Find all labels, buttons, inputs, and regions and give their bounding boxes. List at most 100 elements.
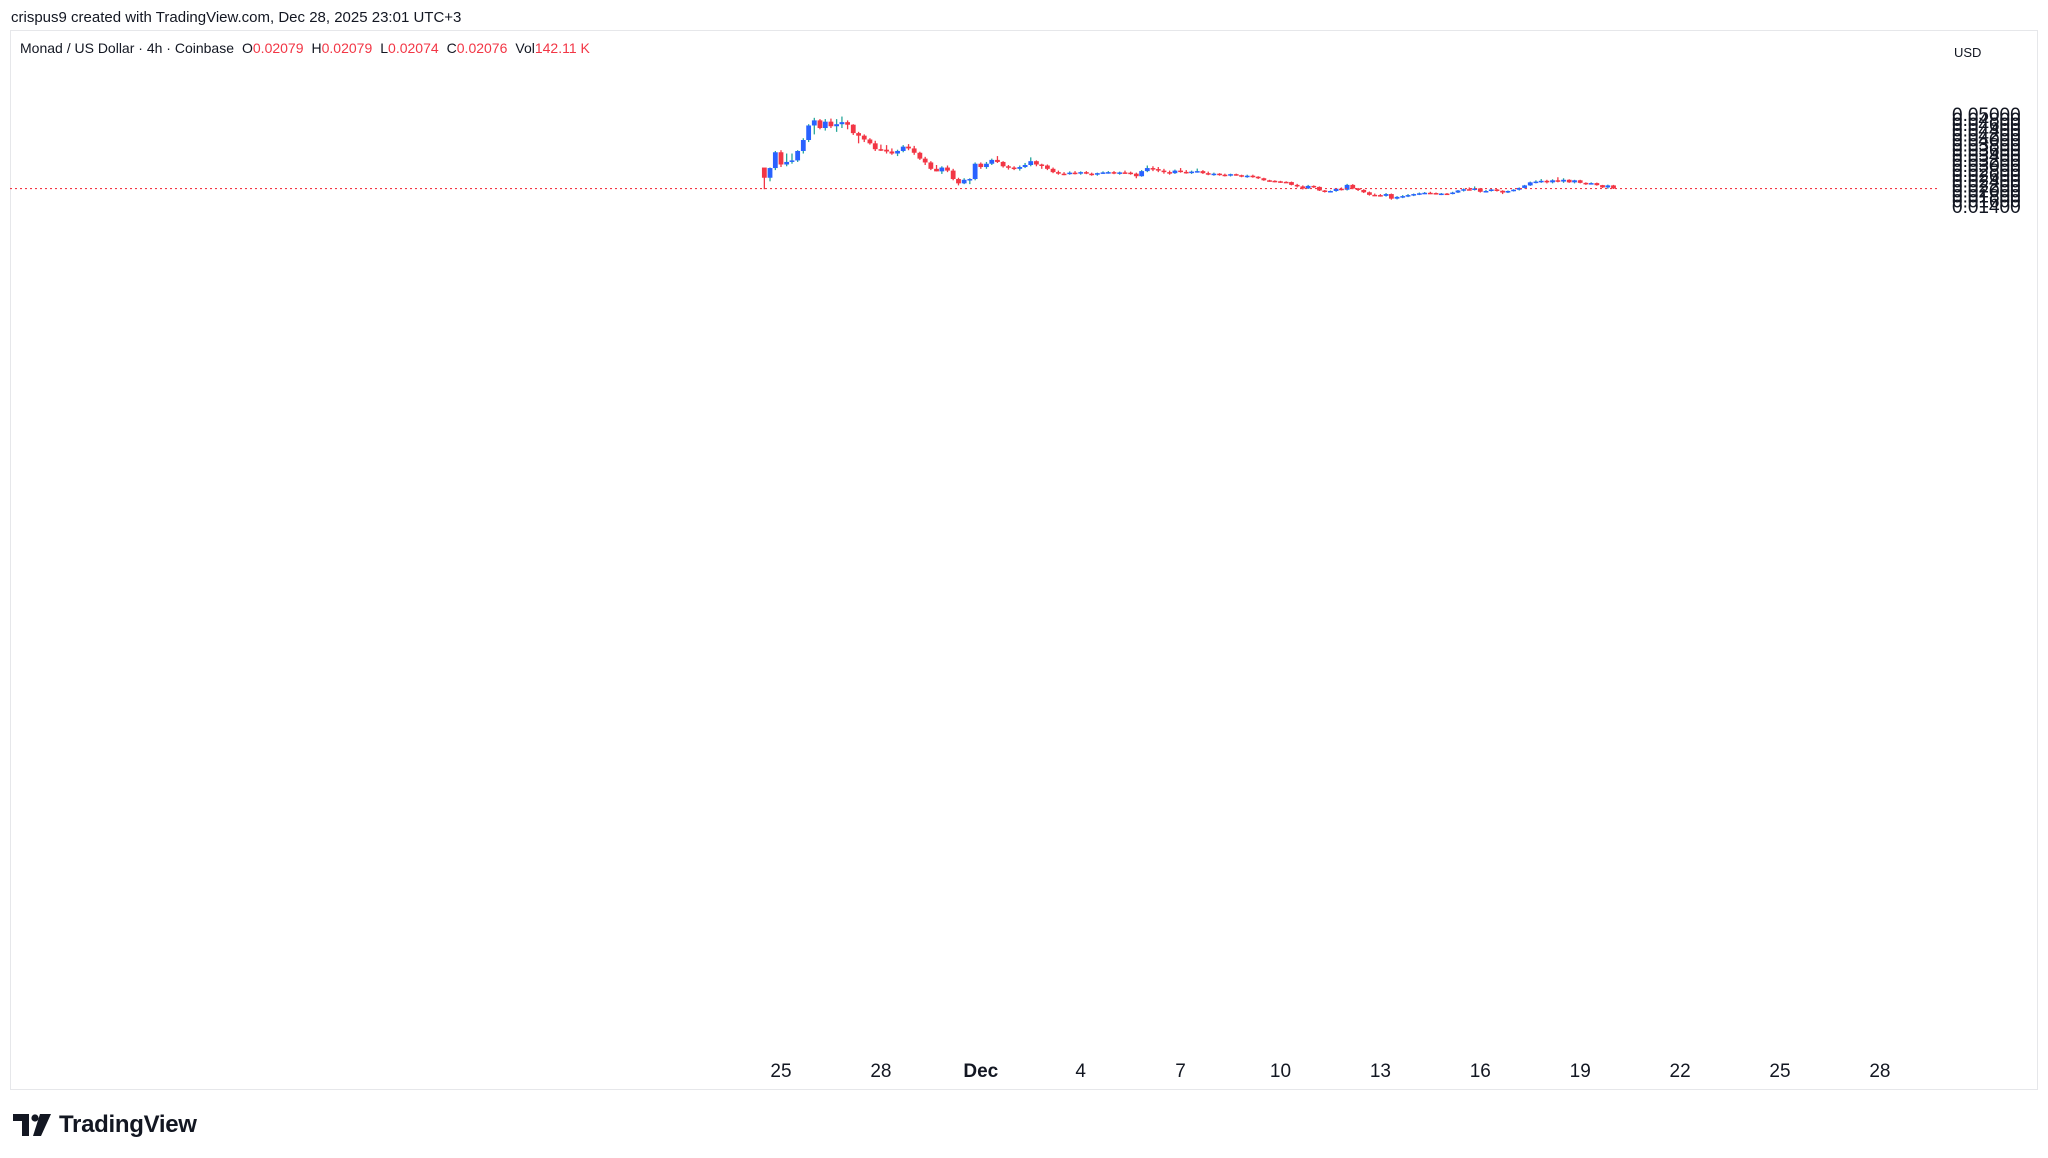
candle-down[interactable] bbox=[917, 152, 923, 159]
candle-up[interactable] bbox=[1094, 173, 1100, 175]
candle-down[interactable] bbox=[1372, 194, 1378, 197]
candle-down[interactable] bbox=[1294, 184, 1300, 187]
candle-down[interactable] bbox=[1011, 167, 1017, 170]
candle-up[interactable] bbox=[967, 179, 973, 181]
candle-up[interactable] bbox=[1333, 188, 1339, 192]
candle-up[interactable] bbox=[900, 146, 906, 151]
candle-up[interactable] bbox=[1139, 171, 1145, 177]
candle-down[interactable] bbox=[1367, 192, 1372, 195]
candle-down[interactable] bbox=[956, 179, 961, 184]
candle-up[interactable] bbox=[1422, 192, 1428, 195]
candle-up[interactable] bbox=[1450, 192, 1456, 195]
candle-down[interactable] bbox=[1122, 172, 1128, 174]
candle-down[interactable] bbox=[867, 139, 873, 144]
candle-down[interactable] bbox=[1155, 169, 1161, 171]
candle-down[interactable] bbox=[761, 167, 767, 178]
candle-up[interactable] bbox=[1189, 171, 1194, 174]
candle-up[interactable] bbox=[1505, 191, 1511, 193]
candle-down[interactable] bbox=[934, 168, 939, 172]
candle-down[interactable] bbox=[1200, 171, 1206, 174]
candle-up[interactable] bbox=[1511, 189, 1516, 192]
candle-up[interactable] bbox=[1194, 171, 1200, 173]
candle-up[interactable] bbox=[1516, 187, 1522, 190]
candle-up[interactable] bbox=[1244, 175, 1250, 178]
candle-up[interactable] bbox=[1533, 181, 1539, 184]
candle-up[interactable] bbox=[822, 121, 828, 129]
candle-down[interactable] bbox=[1594, 183, 1600, 186]
candle-up[interactable] bbox=[989, 159, 995, 164]
candle-down[interactable] bbox=[1034, 161, 1039, 165]
candle-down[interactable] bbox=[1261, 178, 1267, 181]
candle-up[interactable] bbox=[834, 124, 840, 127]
candle-up[interactable] bbox=[1228, 174, 1233, 176]
candle-down[interactable] bbox=[778, 152, 784, 165]
candle-up[interactable] bbox=[961, 179, 967, 184]
candle-up[interactable] bbox=[1527, 182, 1533, 186]
candle-up[interactable] bbox=[811, 120, 817, 126]
candle-down[interactable] bbox=[1061, 173, 1067, 176]
candle-up[interactable] bbox=[806, 125, 812, 141]
candle-up[interactable] bbox=[839, 122, 845, 125]
candle-down[interactable] bbox=[1072, 172, 1078, 175]
candle-up[interactable] bbox=[1416, 193, 1422, 195]
candle-down[interactable] bbox=[1050, 168, 1056, 173]
candle-down[interactable] bbox=[1289, 182, 1294, 185]
candle-up[interactable] bbox=[1488, 189, 1494, 192]
candle-up[interactable] bbox=[1455, 190, 1461, 193]
candle-down[interactable] bbox=[1239, 175, 1244, 177]
candle-up[interactable] bbox=[984, 163, 989, 168]
candle-down[interactable] bbox=[1000, 161, 1006, 167]
candle-down[interactable] bbox=[845, 122, 850, 125]
candle-down[interactable] bbox=[872, 143, 878, 150]
candle-up[interactable] bbox=[1328, 191, 1333, 193]
candle-down[interactable] bbox=[1045, 165, 1050, 169]
candle-down[interactable] bbox=[850, 124, 856, 134]
candle-up[interactable] bbox=[1461, 189, 1467, 191]
candle-down[interactable] bbox=[950, 170, 956, 180]
candle-down[interactable] bbox=[1361, 189, 1367, 193]
candle-up[interactable] bbox=[1400, 196, 1406, 198]
candle-down[interactable] bbox=[1217, 173, 1222, 176]
candle-up[interactable] bbox=[1538, 180, 1544, 183]
candle-up[interactable] bbox=[1105, 172, 1111, 174]
candle-up[interactable] bbox=[1411, 194, 1417, 196]
candle-down[interactable] bbox=[1350, 184, 1356, 189]
candle-up[interactable] bbox=[1522, 185, 1527, 188]
candle-down[interactable] bbox=[1006, 166, 1011, 168]
candle-up[interactable] bbox=[795, 150, 801, 161]
symbol-label[interactable]: Monad / US Dollar · 4h · Coinbase bbox=[20, 40, 234, 56]
currency-selector[interactable]: USD bbox=[1954, 45, 1982, 60]
candle-down[interactable] bbox=[1555, 180, 1561, 182]
candle-down[interactable] bbox=[828, 121, 834, 127]
candle-up[interactable] bbox=[1028, 161, 1034, 165]
candle-down[interactable] bbox=[1133, 173, 1139, 177]
candle-up[interactable] bbox=[1172, 170, 1178, 174]
candle-up[interactable] bbox=[1078, 172, 1084, 174]
candle-up[interactable] bbox=[1438, 193, 1444, 196]
candle-down[interactable] bbox=[995, 159, 1000, 162]
candle-up[interactable] bbox=[1022, 165, 1028, 168]
candle-up[interactable] bbox=[800, 140, 806, 151]
candle-down[interactable] bbox=[1355, 188, 1361, 190]
candle-up[interactable] bbox=[1572, 180, 1577, 183]
candle-down[interactable] bbox=[1111, 172, 1117, 174]
candle-up[interactable] bbox=[972, 163, 978, 180]
candle-up[interactable] bbox=[1144, 168, 1150, 172]
candle-up[interactable] bbox=[1483, 191, 1489, 193]
candle-up[interactable] bbox=[1117, 172, 1123, 174]
candle-down[interactable] bbox=[1611, 185, 1616, 189]
candle-down[interactable] bbox=[1255, 176, 1261, 179]
tradingview-logo[interactable]: TradingView bbox=[13, 1111, 197, 1139]
candle-down[interactable] bbox=[1283, 181, 1289, 184]
candle-down[interactable] bbox=[1311, 185, 1317, 188]
candle-down[interactable] bbox=[1083, 172, 1089, 174]
candle-up[interactable] bbox=[895, 150, 900, 154]
candle-up[interactable] bbox=[1305, 185, 1311, 189]
candle-up[interactable] bbox=[1344, 184, 1350, 190]
candle-down[interactable] bbox=[1378, 195, 1383, 197]
candle-up[interactable] bbox=[939, 167, 945, 172]
candle-down[interactable] bbox=[1339, 188, 1344, 191]
candle-up[interactable] bbox=[1067, 172, 1073, 175]
candle-down[interactable] bbox=[1466, 189, 1472, 191]
